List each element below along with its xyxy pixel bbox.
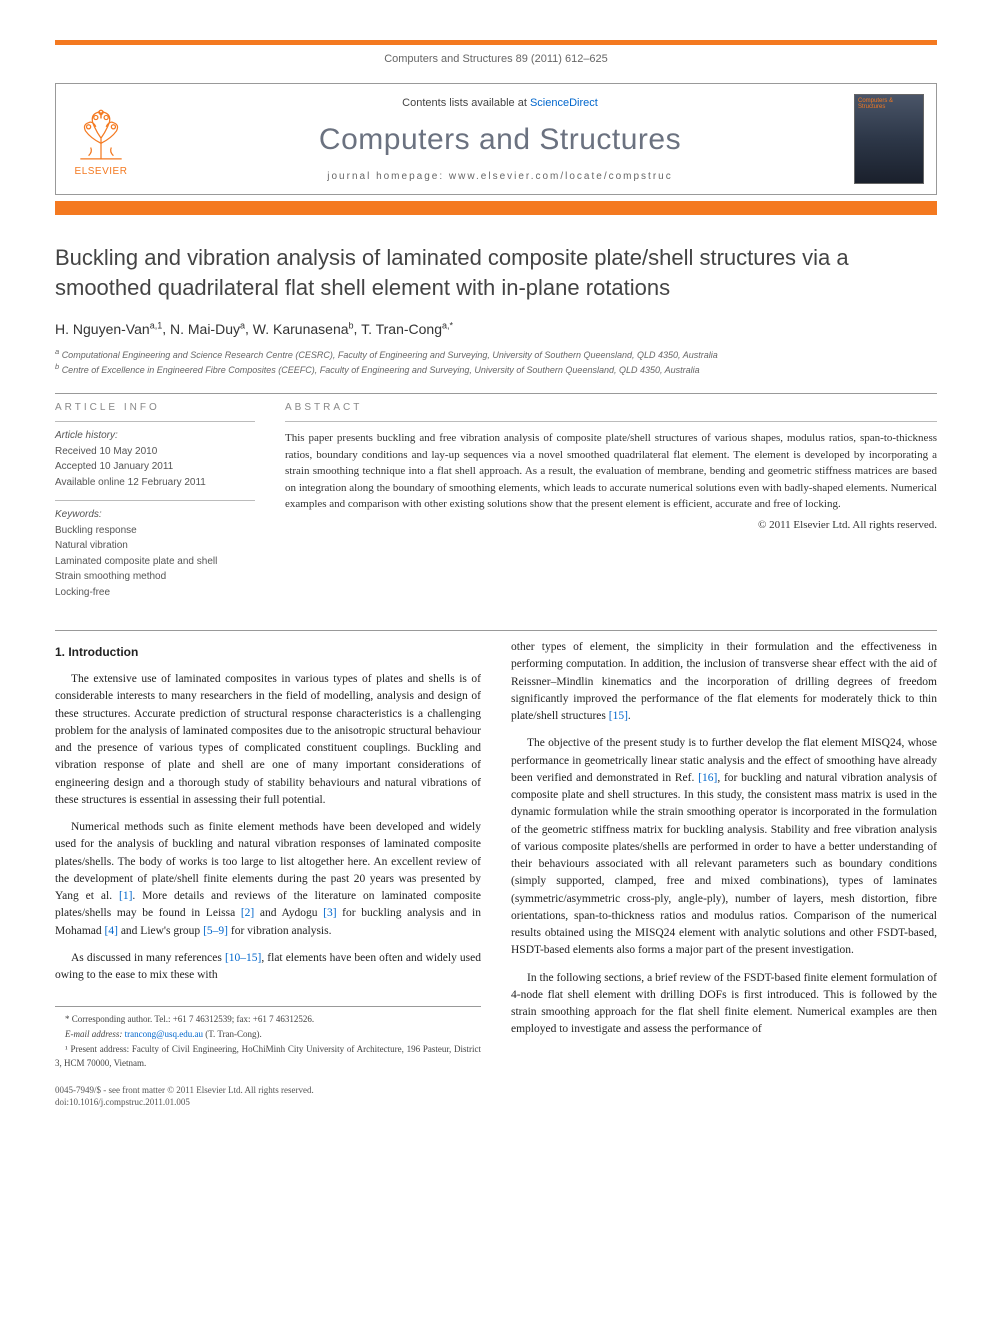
paragraph-2: Numerical methods such as finite element… (55, 819, 481, 940)
publisher-name: ELSEVIER (75, 166, 128, 177)
abstract-text: This paper presents buckling and free vi… (285, 430, 937, 513)
email-link[interactable]: trancong@usq.edu.au (125, 1029, 203, 1039)
section-1-heading: 1. Introduction (55, 643, 481, 661)
history-received: Received 10 May 2010 (55, 444, 255, 460)
homepage-label: journal homepage: (327, 171, 444, 182)
info-divider-2 (55, 500, 255, 501)
sciencedirect-link[interactable]: ScienceDirect (530, 97, 598, 109)
keyword-2: Natural vibration (55, 538, 255, 554)
email-label: E-mail address: (65, 1029, 122, 1039)
keyword-3: Laminated composite plate and shell (55, 554, 255, 570)
divider-bottom (55, 630, 937, 631)
paragraph-4: other types of element, the simplicity i… (511, 639, 937, 725)
history-section: Article history: Received 10 May 2010 Ac… (55, 428, 255, 490)
affiliations-block: a Computational Engineering and Science … (55, 347, 937, 377)
ref-5-9[interactable]: [5–9] (203, 925, 228, 937)
author-4: T. Tran-Conga,* (361, 321, 453, 337)
ref-10-15[interactable]: [10–15] (225, 952, 261, 964)
publisher-logo-block: ELSEVIER (56, 102, 146, 177)
history-label: Article history: (55, 428, 255, 444)
ref-15[interactable]: [15] (609, 710, 628, 722)
email-person: (T. Tran-Cong). (205, 1029, 262, 1039)
contents-text: Contents lists available at (402, 97, 527, 109)
footnotes-block: * Corresponding author. Tel.: +61 7 4631… (55, 1006, 481, 1069)
keyword-4: Strain smoothing method (55, 569, 255, 585)
history-accepted: Accepted 10 January 2011 (55, 459, 255, 475)
issn-line: 0045-7949/$ - see front matter © 2011 El… (55, 1084, 481, 1097)
top-accent-bar (55, 40, 937, 45)
info-divider-1 (55, 421, 255, 422)
ref-3[interactable]: [3] (323, 907, 336, 919)
article-info-column: ARTICLE INFO Article history: Received 1… (55, 402, 255, 600)
article-info-heading: ARTICLE INFO (55, 402, 255, 413)
cover-title-text: Computers & Structures (855, 95, 923, 113)
keywords-label: Keywords: (55, 507, 255, 523)
abstract-divider (285, 421, 937, 422)
info-abstract-row: ARTICLE INFO Article history: Received 1… (55, 402, 937, 600)
homepage-url: www.elsevier.com/locate/compstruc (449, 171, 673, 182)
affiliation-a: a Computational Engineering and Science … (55, 347, 937, 362)
footnote-corresponding: * Corresponding author. Tel.: +61 7 4631… (55, 1013, 481, 1026)
keywords-section: Keywords: Buckling response Natural vibr… (55, 507, 255, 600)
paragraph-3: As discussed in many references [10–15],… (55, 950, 481, 985)
footnote-present-address: ¹ Present address: Faculty of Civil Engi… (55, 1043, 481, 1069)
ref-16[interactable]: [16] (698, 772, 717, 784)
header-center: Contents lists available at ScienceDirec… (146, 97, 854, 182)
journal-title: Computers and Structures (146, 123, 854, 157)
contents-available-line: Contents lists available at ScienceDirec… (146, 97, 854, 109)
keyword-1: Buckling response (55, 523, 255, 539)
author-1: H. Nguyen-Vana,1 (55, 321, 162, 337)
homepage-line: journal homepage: www.elsevier.com/locat… (146, 171, 854, 182)
body-columns: 1. Introduction The extensive use of lam… (55, 639, 937, 1109)
footnote-email: E-mail address: trancong@usq.edu.au (T. … (55, 1028, 481, 1041)
paragraph-5: The objective of the present study is to… (511, 735, 937, 959)
abstract-heading: ABSTRACT (285, 402, 937, 413)
affiliation-b: b Centre of Excellence in Engineered Fib… (55, 362, 937, 377)
journal-cover-thumbnail: Computers & Structures (854, 94, 924, 184)
doi-line: doi:10.1016/j.compstruc.2011.01.005 (55, 1096, 481, 1109)
orange-accent-bar (55, 201, 937, 215)
article-title: Buckling and vibration analysis of lamin… (55, 243, 937, 302)
keyword-5: Locking-free (55, 585, 255, 601)
ref-1[interactable]: [1] (119, 890, 132, 902)
history-online: Available online 12 February 2011 (55, 475, 255, 491)
author-3: W. Karunasenab (253, 321, 354, 337)
abstract-column: ABSTRACT This paper presents buckling an… (285, 402, 937, 600)
elsevier-tree-icon (70, 102, 132, 164)
paragraph-6: In the following sections, a brief revie… (511, 970, 937, 1039)
ref-2[interactable]: [2] (241, 907, 254, 919)
ref-4[interactable]: [4] (105, 925, 118, 937)
paragraph-1: The extensive use of laminated composite… (55, 671, 481, 809)
author-2: N. Mai-Duya (170, 321, 245, 337)
page-container: Computers and Structures 89 (2011) 612–6… (0, 0, 992, 1149)
authors-line: H. Nguyen-Vana,1, N. Mai-Duya, W. Karuna… (55, 320, 937, 337)
divider-top (55, 393, 937, 394)
left-column: 1. Introduction The extensive use of lam… (55, 639, 481, 1109)
journal-reference: Computers and Structures 89 (2011) 612–6… (55, 53, 937, 65)
journal-header-box: ELSEVIER Contents lists available at Sci… (55, 83, 937, 195)
right-column: other types of element, the simplicity i… (511, 639, 937, 1109)
abstract-copyright: © 2011 Elsevier Ltd. All rights reserved… (285, 519, 937, 531)
header-inner: ELSEVIER Contents lists available at Sci… (56, 84, 936, 194)
footer-meta: 0045-7949/$ - see front matter © 2011 El… (55, 1084, 481, 1109)
